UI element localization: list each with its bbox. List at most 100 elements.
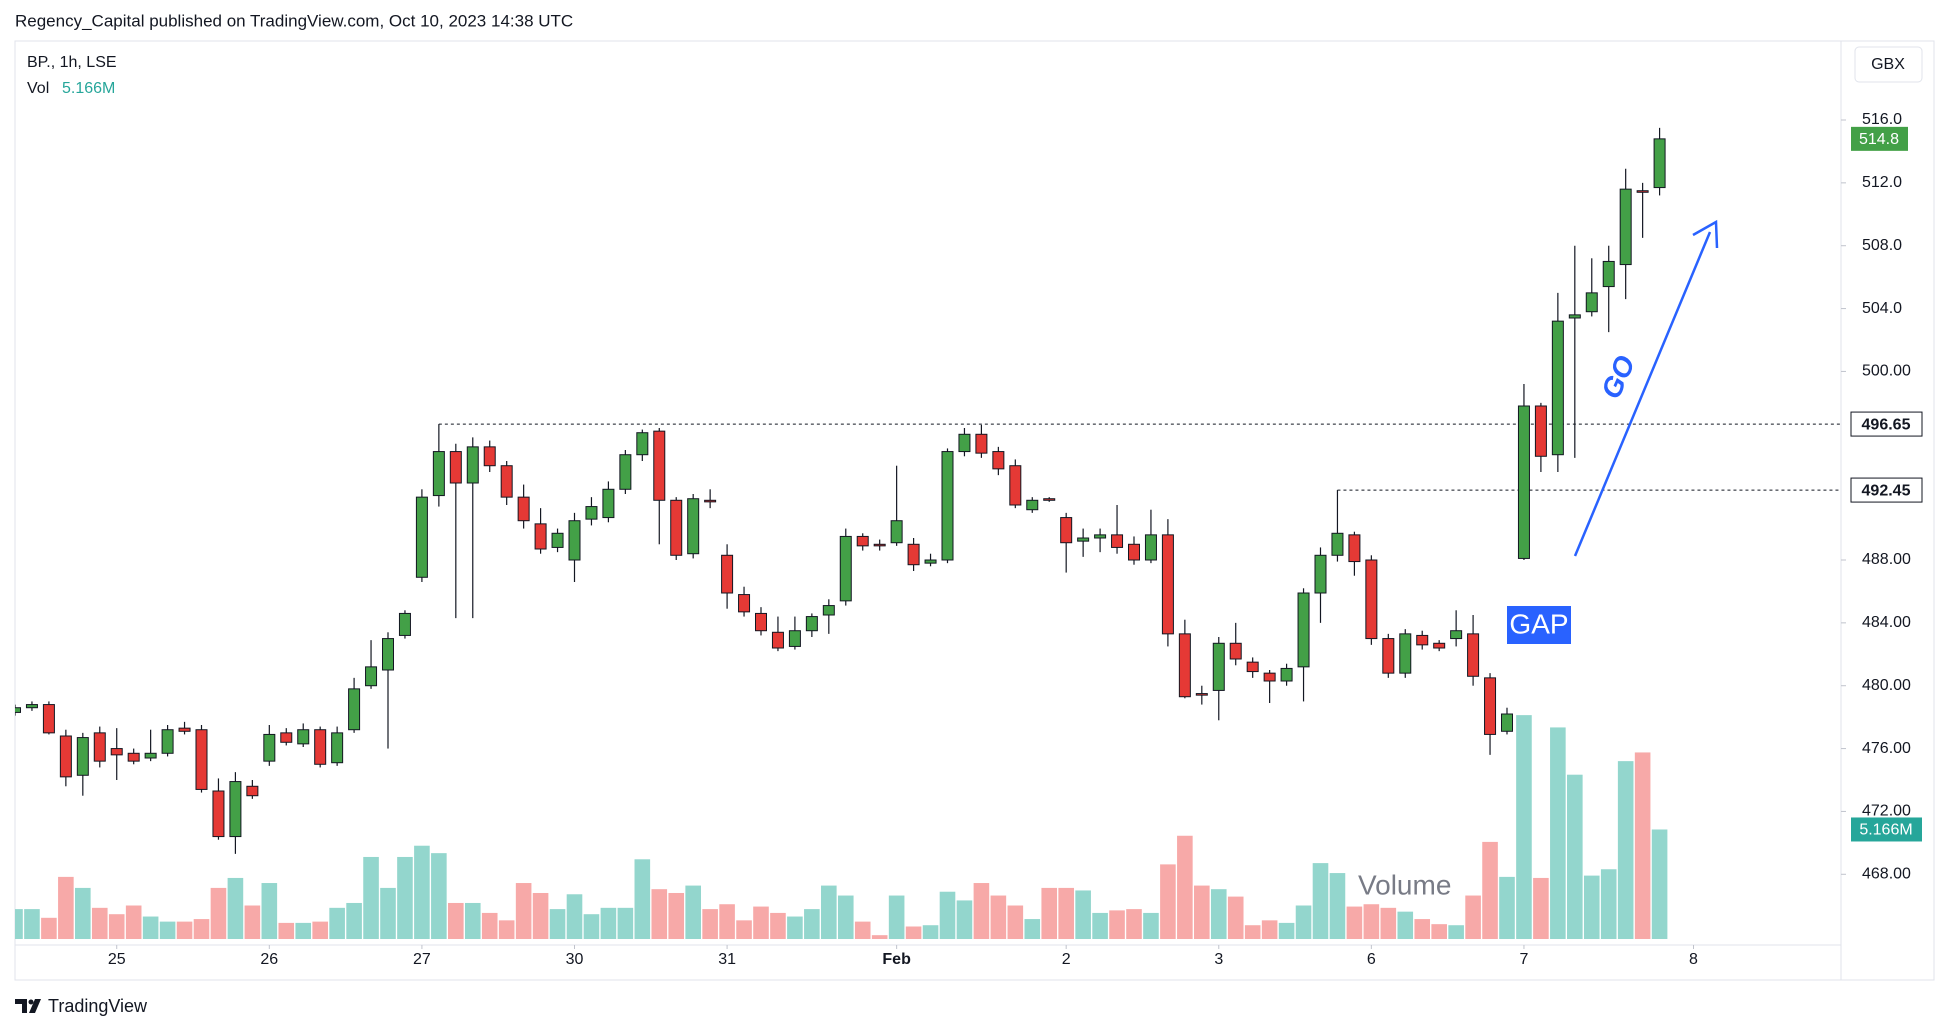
volume-bar [787, 916, 803, 939]
candle-body [1263, 672, 1276, 682]
candle-body [263, 733, 276, 762]
volume-bar [464, 902, 481, 939]
volume-bar [1227, 896, 1244, 939]
volume-bar [583, 914, 600, 939]
candle-body [704, 499, 717, 503]
volume-bar [1058, 887, 1074, 939]
volume-bar [108, 914, 125, 939]
candle-body [127, 752, 140, 762]
candle-body [1094, 534, 1107, 539]
volume-bar [549, 909, 566, 939]
candle-body [975, 433, 988, 454]
arrow-shaft [1573, 231, 1712, 557]
volume-bar [956, 900, 973, 939]
volume-bar [1634, 752, 1651, 939]
candle-body [738, 594, 751, 613]
candle-body [195, 729, 208, 790]
candle-body [1534, 405, 1547, 457]
volume-bar [702, 909, 718, 939]
y-tick-label: 508.0 [1862, 237, 1902, 254]
volume-bar [1075, 890, 1091, 939]
candle-body [1127, 543, 1140, 561]
brand-name: TradingView [48, 996, 148, 1016]
candle-body [958, 433, 971, 453]
candle-body [992, 451, 1005, 470]
volume-bar [1363, 904, 1380, 939]
volume-bar [481, 912, 498, 939]
candle-body [1433, 642, 1446, 649]
candle-body [1144, 534, 1157, 561]
volume-bar [1583, 875, 1600, 939]
candle-body [585, 506, 598, 520]
volume-bar [1007, 905, 1024, 939]
volume-bar [1346, 906, 1363, 939]
candle-body [1484, 677, 1497, 735]
candle-body [229, 781, 242, 838]
y-tick-label: 488.00 [1862, 551, 1911, 568]
volume-bar [888, 895, 905, 939]
volume-bar [1448, 925, 1464, 939]
volume-bar [973, 883, 990, 939]
volume-bar [1312, 863, 1329, 939]
volume-bar [244, 905, 261, 939]
candle-body [25, 704, 38, 709]
volume-bar [922, 925, 939, 939]
candle-body [517, 496, 530, 522]
volume-bar [668, 892, 685, 939]
candle-body [212, 790, 225, 838]
volume-tag-label: 5.166M [1859, 822, 1912, 839]
volume-bar [1329, 873, 1346, 939]
vol-legend: Vol [27, 80, 49, 97]
volume-bar [1244, 925, 1261, 939]
volume-bar [498, 920, 515, 939]
volume-bar [1041, 887, 1058, 939]
volume-bar [142, 916, 159, 939]
volume-bar [414, 845, 430, 939]
candle-body [466, 446, 479, 484]
candle-body [534, 523, 547, 550]
candle-body [687, 498, 700, 555]
x-tick-label: 27 [413, 951, 431, 968]
x-tick-label: Feb [882, 951, 911, 968]
x-tick-label: 6 [1367, 951, 1376, 968]
candle-body [348, 688, 361, 731]
candle-body [1450, 630, 1463, 640]
candle-body [1365, 559, 1378, 640]
candle-body [59, 735, 72, 778]
candle-body [670, 499, 683, 556]
candle-body [500, 465, 513, 498]
volume-bar [804, 909, 820, 939]
volume-bar [821, 885, 837, 939]
volume-bar [295, 922, 312, 939]
volume-bar [939, 891, 956, 939]
candle-body [1467, 633, 1480, 677]
volume-bar [1397, 911, 1414, 939]
logo-icon [15, 999, 41, 1013]
volume-bar [685, 885, 701, 939]
candle-body [449, 451, 462, 484]
volume-bar [261, 883, 278, 939]
candle-body [924, 559, 937, 564]
candle-body [1077, 537, 1090, 542]
y-tick-label: 512.0 [1862, 174, 1902, 191]
level-tag-label: 496.65 [1862, 416, 1911, 433]
candle-body [365, 666, 378, 687]
candle-body [1619, 188, 1632, 266]
candle-body [297, 729, 310, 745]
candle-body [1568, 314, 1581, 319]
candle-body [398, 612, 411, 636]
level-tag [1850, 411, 1923, 437]
candle-body [1043, 498, 1056, 501]
publish-info: Regency_Capital published on TradingView… [15, 11, 573, 30]
currency-button[interactable] [1854, 46, 1923, 83]
symbol-legend: BP., 1h, LSE [27, 54, 117, 71]
volume-bar [871, 935, 888, 939]
volume-bar [278, 922, 295, 939]
candle-body [1653, 138, 1666, 189]
candle-body [93, 732, 106, 762]
candle-body [822, 605, 835, 616]
logo-dot [28, 999, 34, 1005]
volume-bar [736, 920, 752, 939]
candle-body [1026, 499, 1039, 511]
candle-body [1517, 405, 1530, 559]
